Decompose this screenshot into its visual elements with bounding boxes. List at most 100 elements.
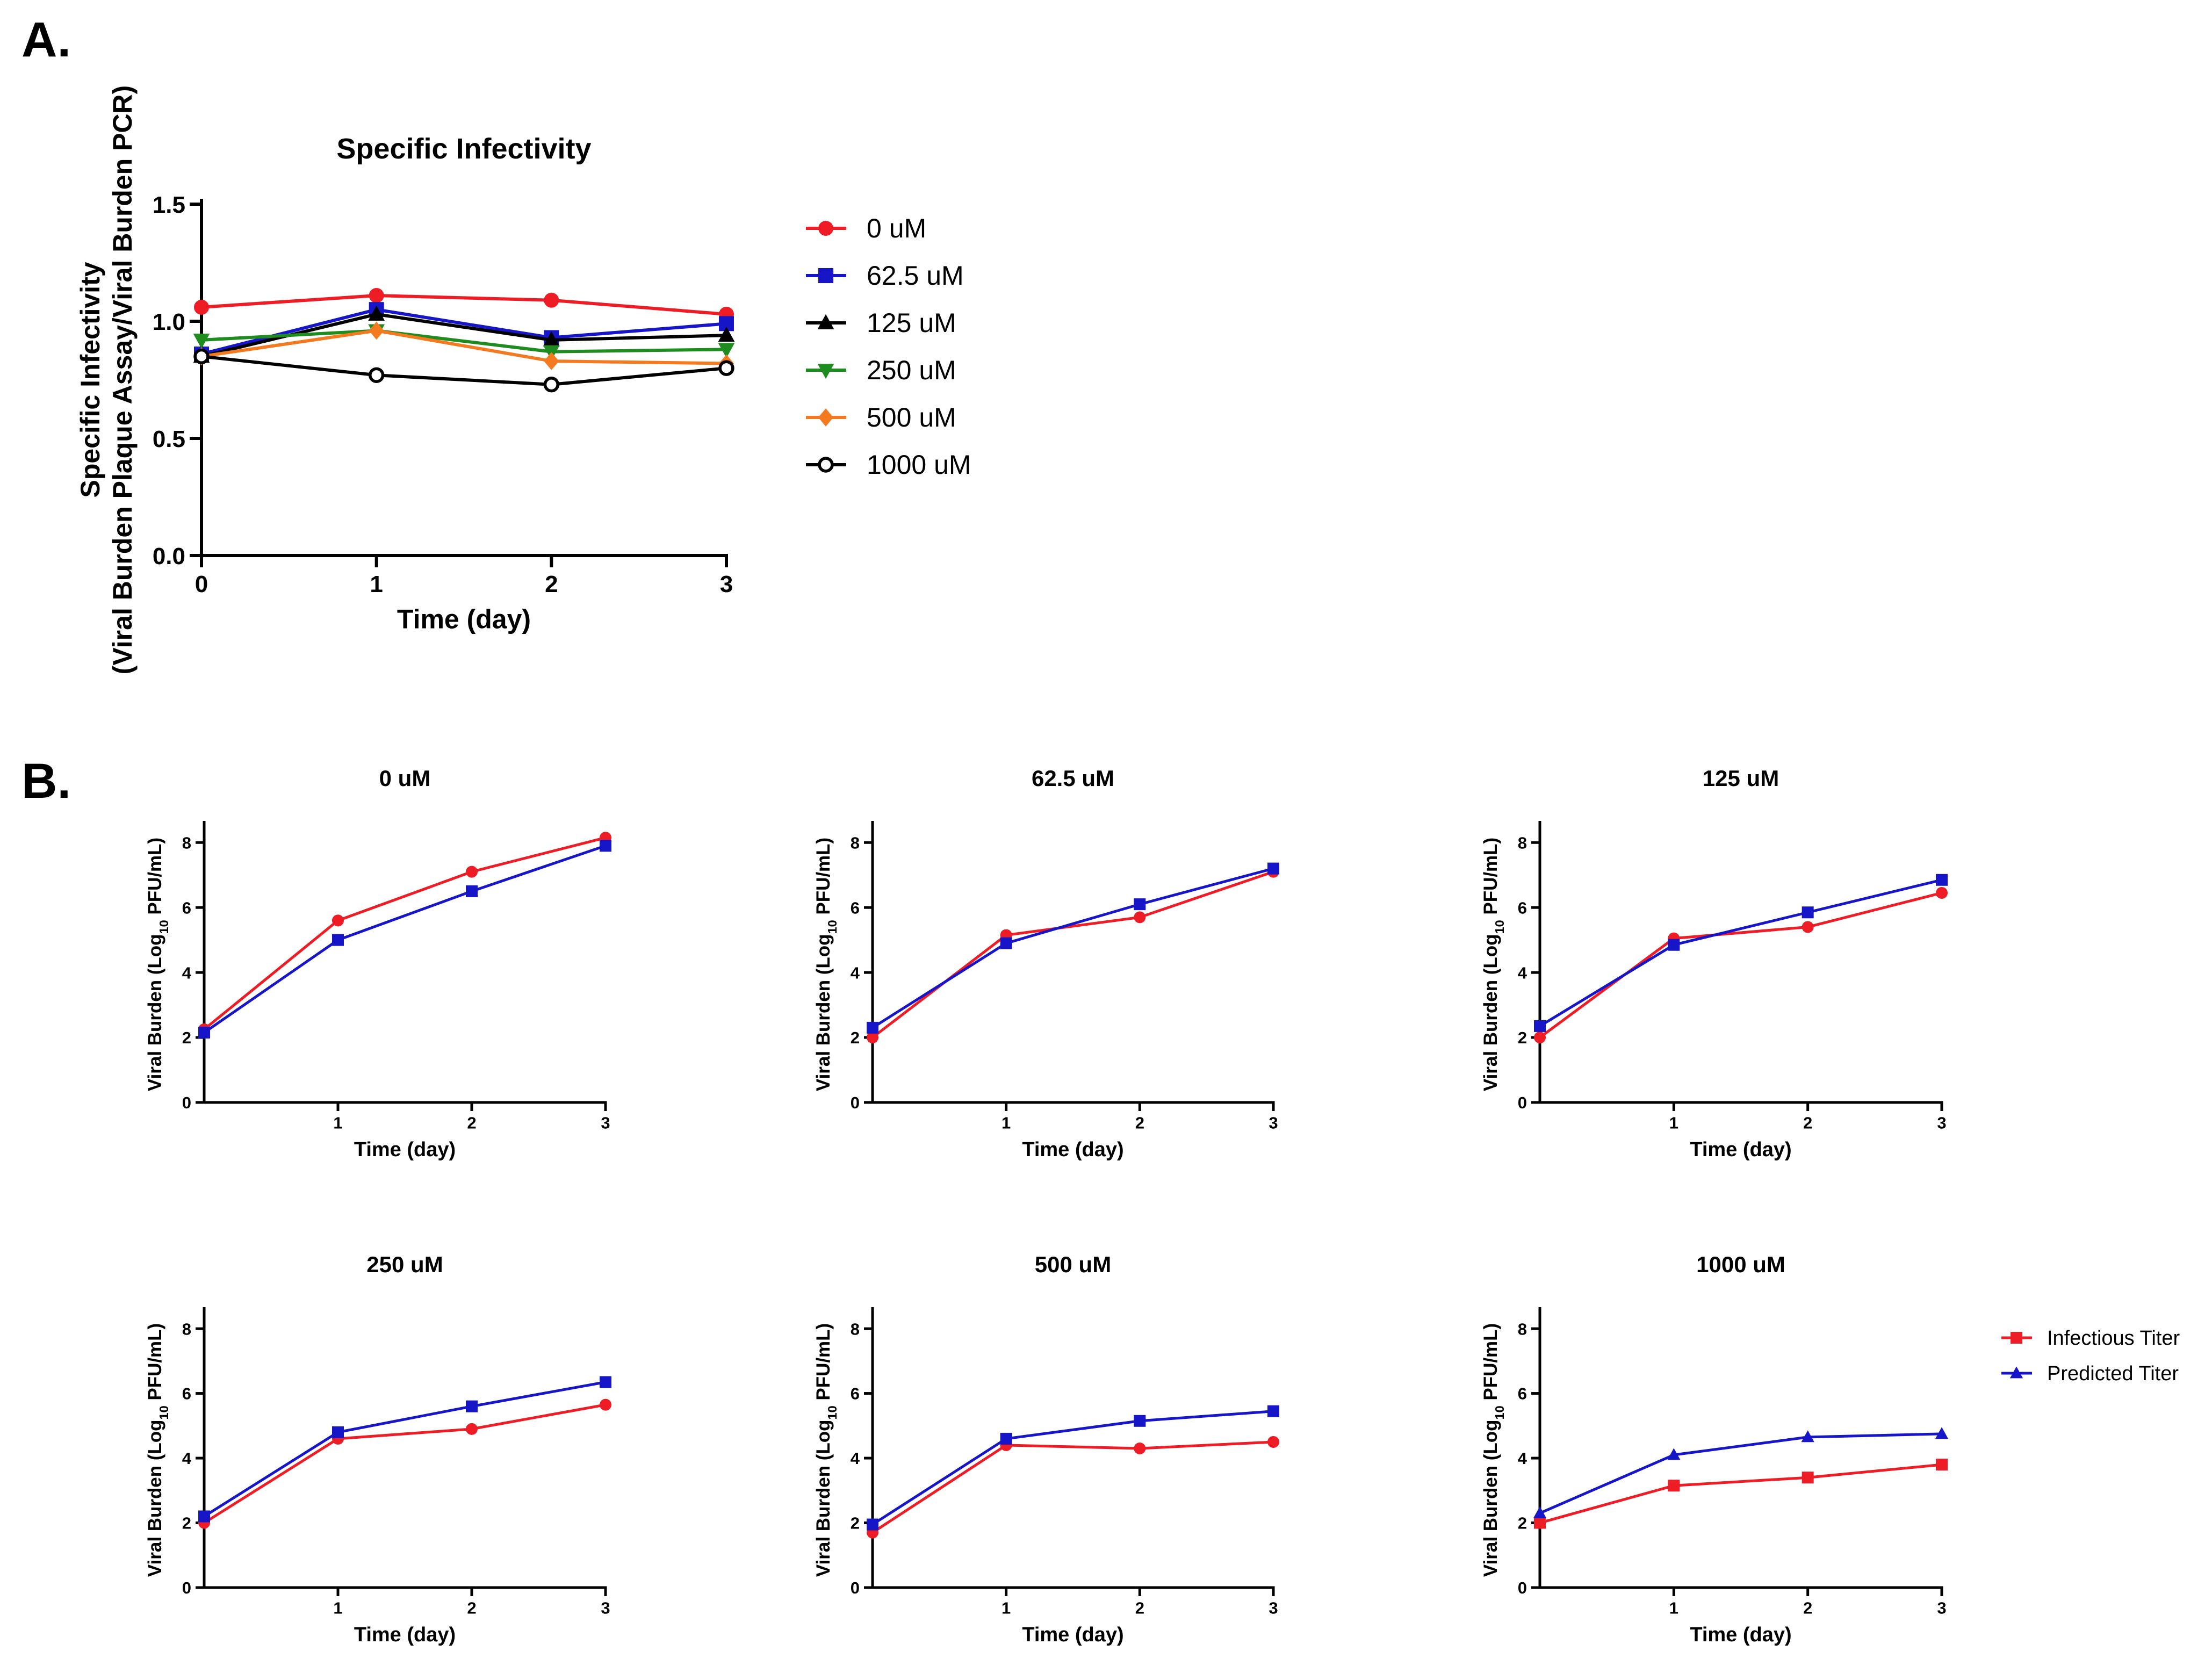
series-line <box>203 1381 606 1518</box>
y-axis-label: (Viral Burden Plaque Assay/Viral Burden … <box>107 85 138 675</box>
data-point <box>1668 1480 1680 1492</box>
x-tick-label: 2 <box>1803 1114 1812 1133</box>
y-axis-label: Viral Burden (Log10 PFU/mL) <box>145 838 171 1091</box>
chart-title: 250 uM <box>366 1252 443 1277</box>
series-line <box>201 294 727 316</box>
chart-title: 500 uM <box>1035 1252 1111 1277</box>
data-point <box>369 288 384 304</box>
y-tick-label: 8 <box>851 833 860 852</box>
y-axis-label: Specific Infectivity <box>75 262 105 497</box>
series-line <box>203 1403 606 1524</box>
series-1 <box>194 302 734 362</box>
series-1 <box>867 862 1279 1034</box>
data-point <box>1134 1442 1146 1454</box>
series-line <box>871 867 1274 1029</box>
series-line <box>203 844 606 1034</box>
y-axis-label: Viral Burden (Log10 PFU/mL) <box>1480 1323 1507 1577</box>
y-tick-label: 8 <box>851 1319 860 1338</box>
x-axis-label: Time (day) <box>1022 1624 1123 1646</box>
data-point <box>466 1423 478 1435</box>
legend-marker <box>817 314 834 329</box>
data-point <box>1534 1517 1546 1529</box>
data-point <box>1134 911 1146 924</box>
y-tick-label: 6 <box>851 898 860 917</box>
panel-b-label: B. <box>21 754 71 809</box>
series-0 <box>1534 886 1948 1044</box>
data-point <box>1533 1506 1547 1518</box>
data-point <box>543 377 560 393</box>
x-axis-label: Time (day) <box>1022 1138 1123 1161</box>
data-point <box>1936 886 1948 899</box>
y-axis-label-unit: PFU/mL) <box>145 838 165 920</box>
y-tick-label: 6 <box>851 1384 860 1403</box>
data-point <box>1936 1459 1948 1471</box>
series-0 <box>1534 1459 1948 1529</box>
y-axis-label-unit: PFU/mL) <box>145 1323 165 1405</box>
x-tick-label: 1 <box>333 1599 342 1618</box>
x-tick-label: 2 <box>467 1114 476 1133</box>
y-axis-label: Viral Burden (Log10 PFU/mL) <box>145 1323 171 1577</box>
chart-layer: Specific Infectivity 0.0 0.5 1.0 1.5 0 1 2 3 Time… <box>75 85 2180 1646</box>
legend-marker <box>818 268 833 283</box>
data-point <box>600 1398 611 1411</box>
data-point <box>600 1376 611 1388</box>
y-tick-label: 0.5 <box>153 426 185 452</box>
series-1 <box>1534 874 1948 1032</box>
y-tick-label: 4 <box>851 963 860 982</box>
data-point <box>194 299 209 315</box>
data-point <box>867 1518 878 1531</box>
legend-marker <box>818 221 833 236</box>
legend-marker <box>818 408 833 427</box>
data-point <box>867 1021 878 1034</box>
data-point <box>1801 1430 1814 1443</box>
chart-title: 1000 uM <box>1696 1252 1785 1277</box>
x-tick-label: 3 <box>1269 1599 1278 1618</box>
chart-title: Specific Infectivity <box>336 133 591 165</box>
data-point <box>332 934 344 946</box>
data-point <box>1668 939 1680 951</box>
chart-title: 0 uM <box>379 766 431 791</box>
data-point <box>1000 1432 1012 1445</box>
x-tick-label: 3 <box>1937 1114 1946 1133</box>
chart-A: Specific Infectivity 0.0 0.5 1.0 1.5 0 1 2 3 Time… <box>75 85 971 675</box>
data-point <box>600 840 611 852</box>
legend-item: Predicted Titer <box>2001 1362 2179 1385</box>
x-tick-label: 2 <box>545 571 558 597</box>
legend-label: Infectious Titer <box>2047 1327 2180 1350</box>
series-line <box>871 1440 1274 1534</box>
y-tick-label: 4 <box>851 1449 860 1468</box>
y-axis-label-subscript: 10 <box>1493 920 1507 934</box>
y-tick-label: 2 <box>1518 1028 1527 1047</box>
series-line <box>1539 878 1942 1028</box>
x-axis-label: Time (day) <box>1690 1624 1791 1646</box>
data-point <box>332 1426 344 1438</box>
data-point <box>466 885 478 897</box>
y-axis-label-subscript: 10 <box>157 920 171 934</box>
y-tick-label: 8 <box>182 1319 191 1338</box>
y-tick-label: 4 <box>182 1449 192 1468</box>
y-tick-label: 8 <box>1518 1319 1527 1338</box>
legend-item: 0 uM <box>806 213 926 243</box>
x-tick-label: 1 <box>1001 1599 1011 1618</box>
y-tick-label: 4 <box>1518 963 1527 982</box>
y-tick-label: 2 <box>1518 1514 1527 1533</box>
legend-label: 62.5 uM <box>867 261 964 291</box>
y-tick-label: 8 <box>1518 833 1527 852</box>
y-tick-label: 8 <box>182 833 191 852</box>
data-point <box>867 1032 878 1044</box>
data-point <box>1134 898 1146 911</box>
y-tick-label: 6 <box>182 1384 191 1403</box>
data-point <box>1267 1436 1279 1448</box>
x-tick-label: 2 <box>1135 1599 1144 1618</box>
chart-B1: 0 uM 0 2 4 6 8 1 2 3 Time (day) Viral Burden (Log1… <box>145 766 611 1161</box>
y-tick-label: 2 <box>182 1028 191 1047</box>
x-tick-label: 0 <box>195 571 208 597</box>
series-line <box>871 870 1274 1039</box>
x-tick-label: 3 <box>1937 1599 1946 1618</box>
data-point <box>1936 874 1948 886</box>
legend-label: 125 uM <box>867 308 956 338</box>
chart-B4: 250 uM 0 2 4 6 8 1 2 3 Time (day) Viral Burden (Lo… <box>145 1252 611 1646</box>
series-line <box>201 308 727 356</box>
data-point <box>193 348 210 365</box>
y-axis-label-main: Viral Burden (Log <box>813 1420 834 1577</box>
